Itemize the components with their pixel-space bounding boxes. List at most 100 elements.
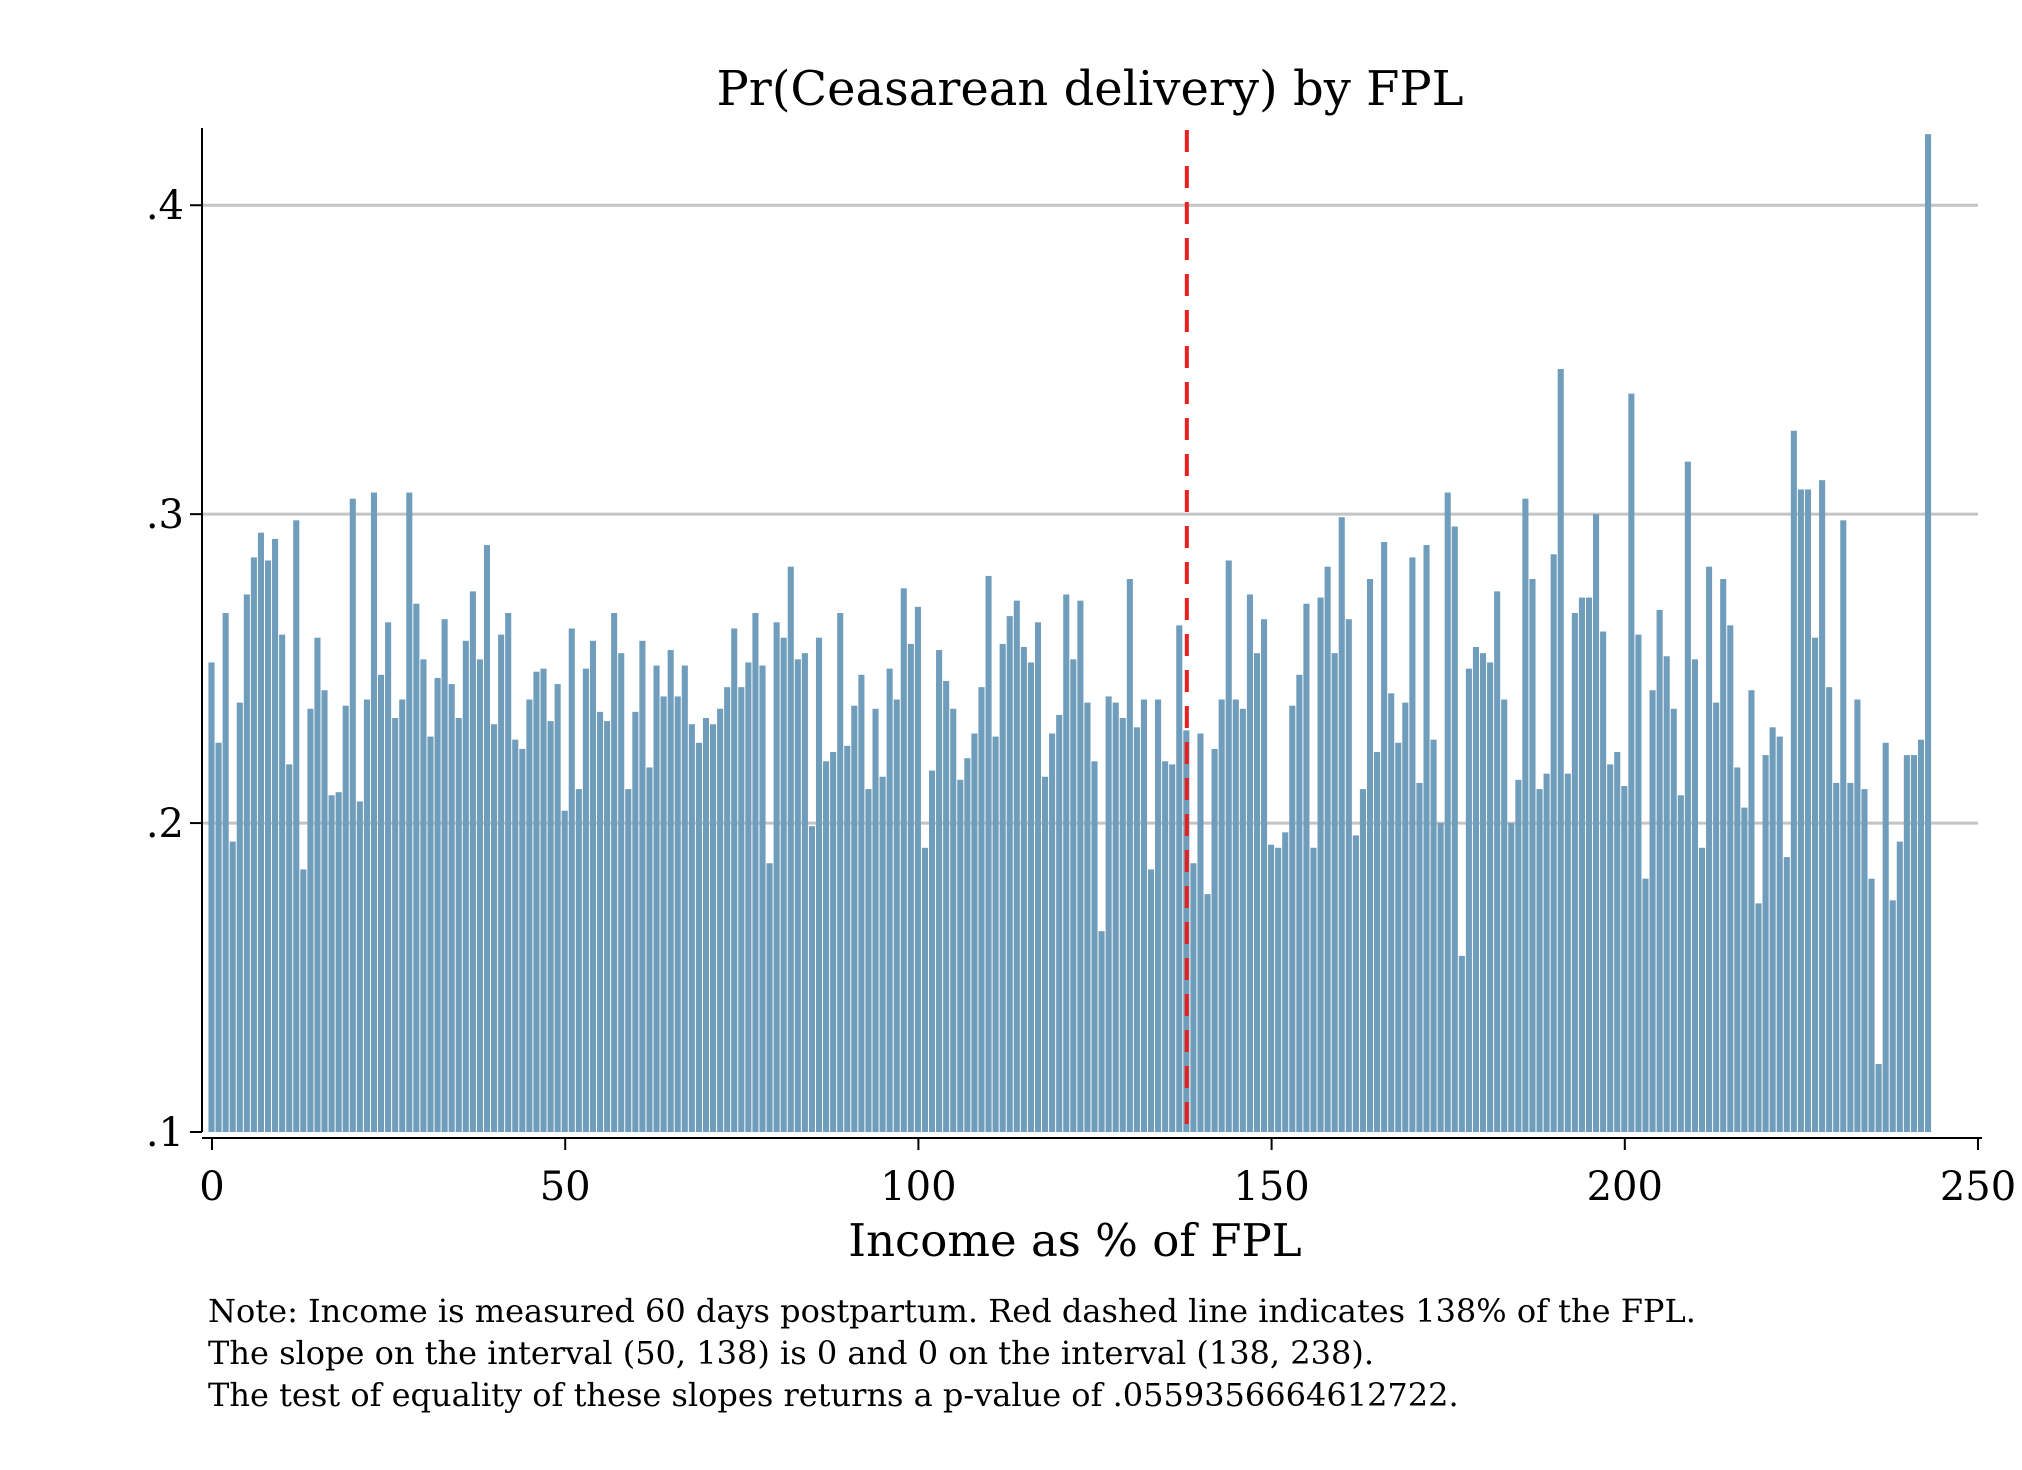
bar: [1437, 823, 1444, 1132]
bar: [886, 668, 893, 1132]
bar: [971, 733, 978, 1132]
bar: [639, 640, 646, 1132]
bar: [279, 634, 286, 1132]
bar: [1741, 807, 1748, 1132]
bar: [1585, 597, 1593, 1132]
bar: [1508, 823, 1515, 1132]
bar: [286, 764, 293, 1132]
bar: [1268, 844, 1275, 1132]
bar: [773, 622, 780, 1132]
bar: [1303, 603, 1310, 1132]
bar: [1691, 659, 1698, 1132]
bar: [462, 640, 469, 1132]
bar: [1366, 579, 1374, 1132]
bar: [1896, 841, 1903, 1132]
bar: [1925, 134, 1932, 1132]
bar: [1819, 480, 1826, 1132]
bar: [1261, 619, 1268, 1132]
bar: [1190, 863, 1197, 1132]
tick-labels: .1 .2 .3 .4 0 50 100 150 200 250: [146, 183, 2016, 1210]
bar: [243, 594, 250, 1132]
bar: [950, 708, 957, 1132]
bar: [921, 847, 929, 1132]
bar: [1042, 776, 1049, 1132]
bar: [293, 520, 300, 1132]
bar: [1543, 773, 1550, 1132]
bar: [893, 699, 900, 1132]
bar: [1656, 609, 1663, 1132]
bar: [1034, 622, 1042, 1132]
bar: [448, 684, 455, 1132]
bar: [491, 724, 498, 1132]
x-tick-label: 50: [540, 1164, 591, 1210]
bar: [512, 739, 519, 1132]
bar: [936, 650, 943, 1132]
bar: [695, 742, 702, 1132]
bar: [1797, 489, 1804, 1132]
bar: [328, 795, 335, 1132]
bar: [540, 668, 547, 1132]
bar: [300, 869, 307, 1132]
bar: [738, 687, 745, 1132]
bar: [858, 674, 865, 1132]
bar: [830, 752, 837, 1132]
bar: [1098, 931, 1105, 1132]
bar: [844, 745, 851, 1132]
bar: [370, 492, 378, 1132]
bar: [1239, 708, 1246, 1132]
bar: [1755, 903, 1762, 1132]
bar: [427, 736, 434, 1132]
bar: [582, 668, 589, 1132]
bar: [1155, 699, 1162, 1132]
bar: [1868, 878, 1875, 1132]
bar: [533, 671, 540, 1132]
bar: [1663, 656, 1670, 1132]
bar: [1571, 613, 1578, 1132]
bar: [823, 761, 830, 1132]
bar: [1049, 733, 1056, 1132]
bar: [808, 826, 815, 1132]
note-line-1: Note: Income is measured 60 days postpar…: [208, 1292, 1696, 1330]
x-tick-label: 0: [199, 1164, 224, 1210]
bar: [1713, 702, 1720, 1132]
bar: [632, 711, 639, 1132]
bar: [1642, 878, 1649, 1132]
bar: [1006, 616, 1013, 1132]
bar: [363, 699, 370, 1132]
bar: [1395, 742, 1402, 1132]
bar: [674, 696, 681, 1132]
note-line-2: The slope on the interval (50, 138) is 0…: [208, 1334, 1374, 1372]
bar: [1677, 795, 1684, 1132]
bar: [1706, 566, 1713, 1132]
bar: [1783, 857, 1790, 1132]
bar: [717, 708, 724, 1132]
bar: [1593, 514, 1600, 1132]
y-tick-label: .1: [146, 1110, 184, 1156]
bar: [794, 659, 801, 1132]
bar: [1465, 668, 1472, 1132]
bar: [851, 705, 858, 1132]
bar: [307, 708, 314, 1132]
bar: [780, 637, 787, 1132]
bar: [702, 718, 710, 1132]
bar: [1077, 600, 1084, 1132]
chart-title: Pr(Ceasarean delivery) by FPL: [716, 61, 1463, 117]
bar: [1232, 699, 1239, 1132]
bar: [342, 705, 349, 1132]
bar: [1374, 752, 1381, 1132]
bar: [526, 699, 533, 1132]
bar: [929, 770, 936, 1132]
bar: [519, 748, 526, 1132]
bar: [1776, 736, 1783, 1132]
bar: [787, 566, 794, 1132]
bar: [589, 640, 596, 1132]
bar: [1748, 690, 1755, 1132]
x-axis-label: Income as % of FPL: [848, 1214, 1301, 1267]
bar: [1027, 662, 1034, 1132]
bar: [476, 659, 483, 1132]
bar: [1359, 789, 1366, 1132]
bar: [1388, 693, 1395, 1132]
bar: [815, 637, 823, 1132]
bar: [724, 687, 731, 1132]
